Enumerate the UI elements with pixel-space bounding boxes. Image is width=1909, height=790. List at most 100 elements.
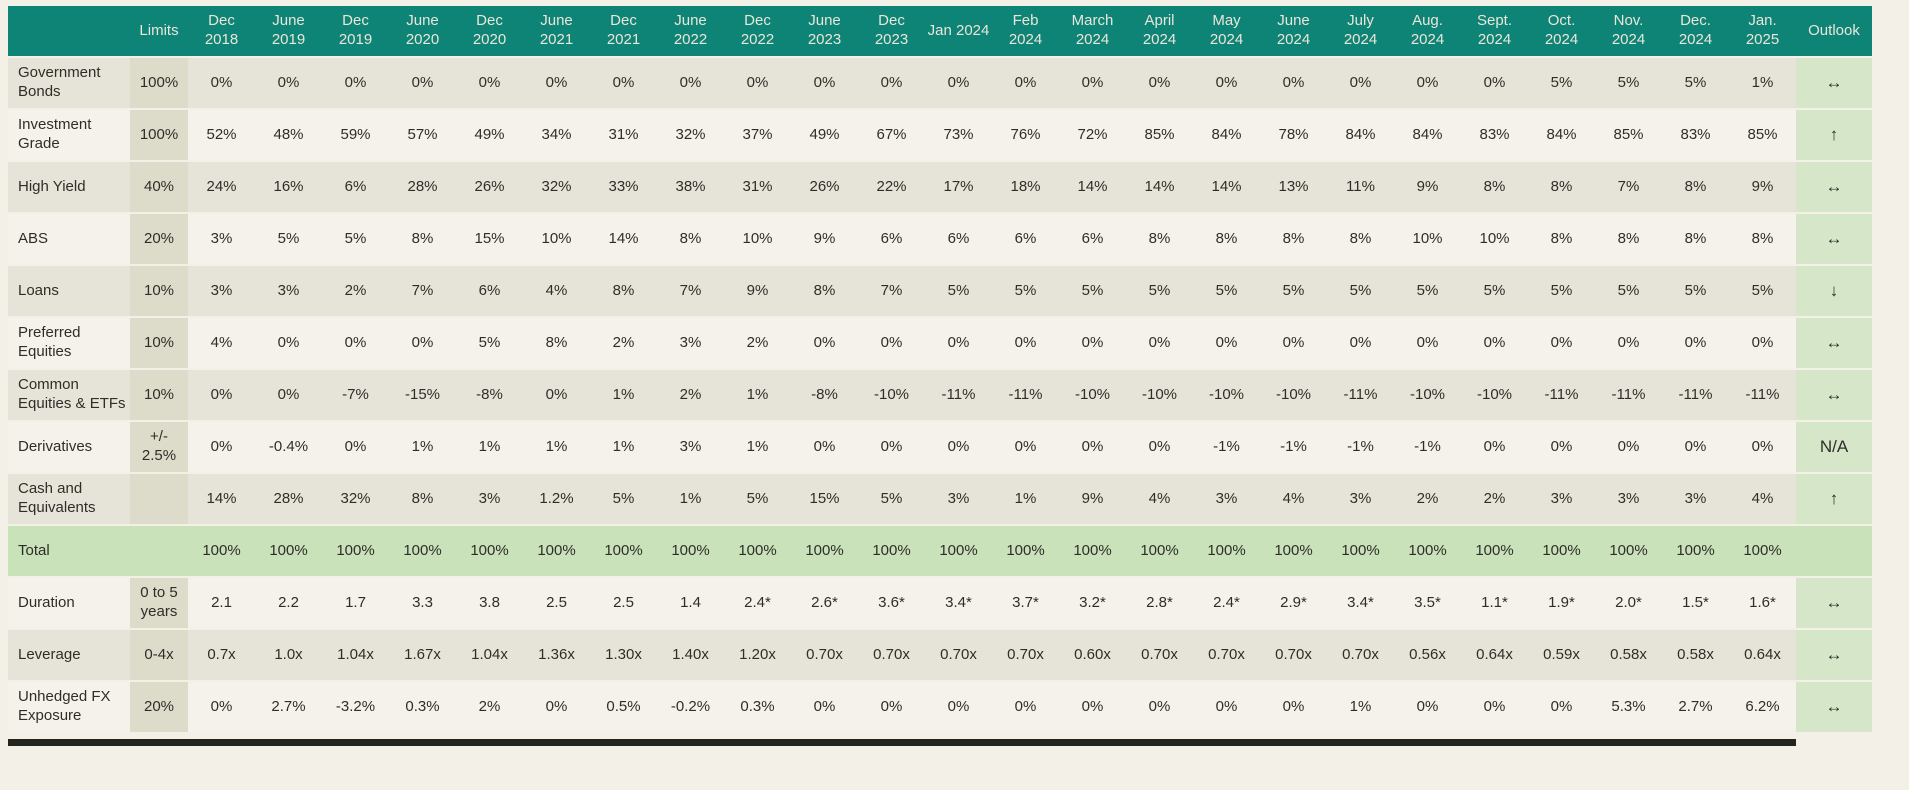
value-cell: 28% xyxy=(255,474,322,524)
value-cell: 100% xyxy=(188,526,255,576)
outlook-indicator: ↔ xyxy=(1796,318,1872,368)
value-cell: 0% xyxy=(188,422,255,472)
value-cell: -10% xyxy=(1394,370,1461,420)
value-cell: -3.2% xyxy=(322,682,389,732)
value-cell: 5% xyxy=(1595,266,1662,316)
value-cell: 24% xyxy=(188,162,255,212)
value-cell: 100% xyxy=(590,526,657,576)
value-cell: 3% xyxy=(456,474,523,524)
value-cell: 5% xyxy=(1059,266,1126,316)
value-cell: 0% xyxy=(858,682,925,732)
date-column-header: June 2019 xyxy=(255,6,322,56)
value-cell: 0.70x xyxy=(1126,630,1193,680)
value-cell: 0% xyxy=(389,318,456,368)
value-cell: 1.30x xyxy=(590,630,657,680)
value-cell: 31% xyxy=(724,162,791,212)
value-cell: 8% xyxy=(1662,214,1729,264)
value-cell: 49% xyxy=(791,110,858,160)
value-cell: 0% xyxy=(1729,422,1796,472)
date-column-header: June 2023 xyxy=(791,6,858,56)
value-cell: -11% xyxy=(1662,370,1729,420)
value-cell: 100% xyxy=(1059,526,1126,576)
outlook-indicator: N/A xyxy=(1796,422,1872,472)
date-column-header: Jan 2024 xyxy=(925,6,992,56)
value-cell: 10% xyxy=(1461,214,1528,264)
value-cell: -11% xyxy=(925,370,992,420)
value-cell: -11% xyxy=(1327,370,1394,420)
value-cell: 14% xyxy=(188,474,255,524)
limit-value: 20% xyxy=(130,214,188,264)
row-label: Duration xyxy=(8,578,130,628)
value-cell: 72% xyxy=(1059,110,1126,160)
date-column-header: Dec 2021 xyxy=(590,6,657,56)
date-column-header: Dec 2018 xyxy=(188,6,255,56)
table-body: Government Bonds 100% 0% 0% 0% 0% 0% 0% 0% 0% 0% 0%… xyxy=(8,58,1872,732)
value-cell: 100% xyxy=(791,526,858,576)
value-cell: 4% xyxy=(1260,474,1327,524)
date-column-header: Dec. 2024 xyxy=(1662,6,1729,56)
value-cell: 2.6* xyxy=(791,578,858,628)
value-cell: -7% xyxy=(322,370,389,420)
value-cell: 0% xyxy=(858,422,925,472)
value-cell: 0% xyxy=(255,318,322,368)
outlook-indicator: ↓ xyxy=(1796,266,1872,316)
value-cell: 5% xyxy=(1394,266,1461,316)
date-column-header: June 2024 xyxy=(1260,6,1327,56)
value-cell: 3% xyxy=(255,266,322,316)
value-cell: 10% xyxy=(523,214,590,264)
value-cell: 1% xyxy=(590,422,657,472)
value-cell: 38% xyxy=(657,162,724,212)
value-cell: 3.6* xyxy=(858,578,925,628)
value-cell: -10% xyxy=(858,370,925,420)
value-cell: 100% xyxy=(1729,526,1796,576)
allocation-history-table: Limits Dec 2018 June 2019 Dec 2019 June 2020… xyxy=(8,4,1872,734)
value-cell: 5% xyxy=(1528,58,1595,108)
date-column-header: Oct. 2024 xyxy=(1528,6,1595,56)
value-cell: 57% xyxy=(389,110,456,160)
value-cell: 0% xyxy=(1461,422,1528,472)
value-cell: 26% xyxy=(456,162,523,212)
value-cell: 0% xyxy=(657,58,724,108)
value-cell: 0% xyxy=(992,318,1059,368)
value-cell: 1.6* xyxy=(1729,578,1796,628)
value-cell: 100% xyxy=(1193,526,1260,576)
outlook-indicator: ↑ xyxy=(1796,474,1872,524)
value-cell: 15% xyxy=(791,474,858,524)
value-cell: 32% xyxy=(657,110,724,160)
value-cell: 0% xyxy=(1461,58,1528,108)
value-cell: 8% xyxy=(1662,162,1729,212)
value-cell: 22% xyxy=(858,162,925,212)
table-row: Loans 10% 3% 3% 2% 7% 6% 4% 8% 7% 9% 8% 7% 5% 5% 5% 5% 5%… xyxy=(8,266,1872,316)
row-label: Preferred Equities xyxy=(8,318,130,368)
value-cell: 0% xyxy=(1193,58,1260,108)
value-cell: 0% xyxy=(1260,318,1327,368)
value-cell: 31% xyxy=(590,110,657,160)
table-row: Common Equities & ETFs 10% 0% 0% -7% -15% -8% 0… xyxy=(8,370,1872,420)
value-cell: 6% xyxy=(992,214,1059,264)
value-cell: 0% xyxy=(1059,58,1126,108)
value-cell: 3.7* xyxy=(992,578,1059,628)
value-cell: 0% xyxy=(1126,58,1193,108)
value-cell: 2% xyxy=(724,318,791,368)
value-cell: 5% xyxy=(322,214,389,264)
value-cell: 0% xyxy=(590,58,657,108)
value-cell: 8% xyxy=(1528,162,1595,212)
value-cell: 5% xyxy=(590,474,657,524)
value-cell: 9% xyxy=(724,266,791,316)
value-cell: 7% xyxy=(1595,162,1662,212)
value-cell: 84% xyxy=(1394,110,1461,160)
value-cell: 1% xyxy=(389,422,456,472)
value-cell: 1.1* xyxy=(1461,578,1528,628)
row-label: High Yield xyxy=(8,162,130,212)
value-cell: 8% xyxy=(590,266,657,316)
value-cell: 49% xyxy=(456,110,523,160)
limit-value: 10% xyxy=(130,318,188,368)
value-cell: 0% xyxy=(858,58,925,108)
value-cell: 0.3% xyxy=(724,682,791,732)
value-cell: 4% xyxy=(188,318,255,368)
row-label: Leverage xyxy=(8,630,130,680)
value-cell: 84% xyxy=(1327,110,1394,160)
value-cell: 8% xyxy=(1461,162,1528,212)
value-cell: 1.4 xyxy=(657,578,724,628)
value-cell: 1.04x xyxy=(322,630,389,680)
